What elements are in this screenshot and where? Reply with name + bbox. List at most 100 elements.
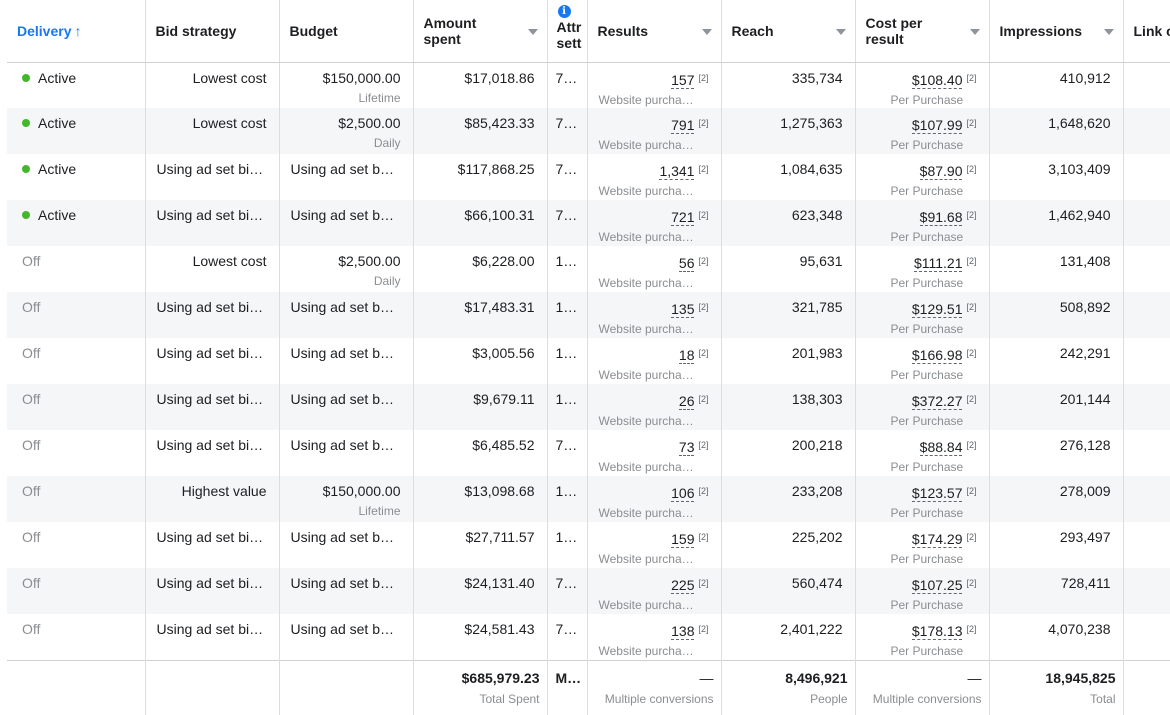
column-header-bid-strategy[interactable]: Bid strategy — [145, 0, 280, 63]
delivery-cell: Active — [7, 108, 146, 154]
table-row[interactable]: Off Using ad set bid… Using ad set bu… $9,6… — [7, 384, 1170, 430]
impressions-cell: 4,070,238 — [989, 614, 1124, 660]
impressions-cell: 1,648,620 — [989, 108, 1124, 154]
table-row[interactable]: Off Highest value $150,000.00 Lifetime $13,0… — [7, 476, 1170, 522]
results-link[interactable]: 106 — [671, 485, 695, 502]
budget-cell: Using ad set bu… — [279, 522, 414, 568]
results-link[interactable]: 721 — [671, 209, 695, 226]
table-row[interactable]: Off Using ad set bid… Using ad set bu… $27,… — [7, 522, 1170, 568]
column-header-attribution-setting[interactable]: i Attr sett — [547, 0, 588, 63]
footnote-mark: [2] — [698, 302, 709, 312]
link-clicks-cell — [1123, 476, 1170, 522]
cost-per-result-type: Per Purchase — [890, 184, 964, 198]
delivery-status: Off — [22, 299, 41, 315]
sort-ascending-icon[interactable]: ↑ — [74, 22, 82, 39]
link-clicks-cell — [1123, 384, 1170, 430]
impressions-cell: 728,411 — [989, 568, 1124, 614]
cost-per-result-link[interactable]: $87.90 — [919, 163, 963, 180]
table-row[interactable]: Active Using ad set bid… Using ad set bu… $… — [7, 154, 1170, 200]
amount-spent-cell: $24,581.43 — [413, 614, 548, 660]
cost-per-result-link[interactable]: $178.13 — [911, 623, 963, 640]
impressions-cell: 242,291 — [989, 338, 1124, 384]
info-icon[interactable]: i — [557, 5, 571, 18]
column-menu-caret-icon[interactable] — [701, 29, 712, 35]
bid-strategy-cell: Using ad set bid… — [145, 522, 280, 568]
cost-per-result-link[interactable]: $111.21 — [913, 255, 963, 272]
table-row[interactable]: Active Using ad set bid… Using ad set bu… $… — [7, 200, 1170, 246]
cost-per-result-link[interactable]: $166.98 — [911, 347, 963, 364]
results-link[interactable]: 135 — [671, 301, 695, 318]
table-row[interactable]: Off Using ad set bid… Using ad set bu… $17,… — [7, 292, 1170, 338]
table-row[interactable]: Off Using ad set bid… Using ad set bu… $3,0… — [7, 338, 1170, 384]
column-menu-caret-icon[interactable] — [835, 29, 846, 35]
delivery-cell: Off — [7, 430, 146, 476]
table-row[interactable]: Active Lowest cost $150,000.00 Lifetime $17,… — [7, 62, 1170, 108]
cost-per-result-link[interactable]: $107.25 — [911, 577, 963, 594]
cost-per-result-link[interactable]: $91.68 — [919, 209, 963, 226]
results-link[interactable]: 225 — [671, 577, 695, 594]
budget-type: Lifetime — [358, 90, 401, 105]
table-row[interactable]: Active Lowest cost $2,500.00 Daily $85,423.3… — [7, 108, 1170, 154]
delivery-cell: Active — [7, 154, 146, 200]
budget-cell: Using ad set bu… — [279, 154, 414, 200]
footnote-mark: [2] — [966, 72, 977, 83]
footnote-mark: [2] — [698, 210, 709, 220]
totals-cost-per-result: — Multiple conversions — [855, 659, 990, 715]
results-cell: 106 [2] Website purcha… — [587, 476, 722, 522]
cost-per-result-link[interactable]: $123.57 — [911, 485, 963, 502]
column-header-link-clicks[interactable]: Link c — [1123, 0, 1170, 63]
column-header-amount-spent[interactable]: Amount spent — [413, 0, 548, 63]
cost-per-result-cell: $107.99 [2] Per Purchase — [855, 108, 990, 154]
cost-per-result-type: Per Purchase — [890, 460, 964, 474]
reach-cell: 335,734 — [721, 62, 856, 108]
table-row[interactable]: Off Lowest cost $2,500.00 Daily $6,228.00 1… 5… — [7, 246, 1170, 292]
table-row[interactable]: Off Using ad set bid… Using ad set bu… $24,… — [7, 568, 1170, 614]
column-menu-caret-icon[interactable] — [969, 29, 980, 35]
column-header-reach[interactable]: Reach — [721, 0, 856, 63]
cost-per-result-cell: $174.29 [2] Per Purchase — [855, 522, 990, 568]
results-link[interactable]: 18 — [678, 347, 695, 364]
cost-per-result-link[interactable]: $129.51 — [911, 301, 963, 318]
cost-per-result-link[interactable]: $174.29 — [911, 531, 963, 548]
column-header-impressions[interactable]: Impressions — [989, 0, 1124, 63]
reach-cell: 623,348 — [721, 200, 856, 246]
attribution-cell: 7… — [547, 200, 588, 246]
bid-strategy-cell: Using ad set bid… — [145, 384, 280, 430]
footnote-mark: [2] — [698, 164, 709, 174]
link-clicks-cell — [1123, 522, 1170, 568]
table-row[interactable]: Off Using ad set bid… Using ad set bu… $6,4… — [7, 430, 1170, 476]
results-link[interactable]: 138 — [671, 623, 695, 640]
results-link[interactable]: 157 — [671, 71, 695, 89]
column-menu-caret-icon[interactable] — [527, 29, 538, 35]
results-link[interactable]: 56 — [678, 255, 695, 272]
cost-per-result-link[interactable]: $88.84 — [919, 439, 963, 456]
column-header-delivery[interactable]: Delivery ↑ — [7, 0, 146, 63]
column-menu-caret-icon[interactable] — [1103, 29, 1114, 35]
cost-per-result-link[interactable]: $107.99 — [911, 117, 963, 134]
reach-cell: 95,631 — [721, 246, 856, 292]
delivery-cell: Off — [7, 384, 146, 430]
link-clicks-cell — [1123, 246, 1170, 292]
results-link[interactable]: 26 — [678, 393, 695, 410]
table-header-row: Delivery ↑ Bid strategy Budget Amount spe… — [7, 0, 1170, 63]
column-header-results[interactable]: Results — [587, 0, 722, 63]
result-type: Website purcha… — [598, 276, 694, 290]
cost-per-result-link[interactable]: $108.40 — [911, 71, 963, 89]
column-header-budget[interactable]: Budget — [279, 0, 414, 63]
footnote-mark: [2] — [966, 578, 977, 588]
delivery-status: Active — [38, 115, 77, 131]
bid-strategy-cell: Using ad set bid… — [145, 614, 280, 660]
results-link[interactable]: 159 — [671, 531, 695, 548]
result-type: Website purcha… — [598, 230, 694, 244]
totals-empty-cell — [145, 659, 280, 715]
cost-per-result-link[interactable]: $372.27 — [911, 393, 963, 410]
cost-per-result-cell: $87.90 [2] Per Purchase — [855, 154, 990, 200]
table-row[interactable]: Off Using ad set bid… Using ad set bu… $24,… — [7, 614, 1170, 660]
results-link[interactable]: 791 — [671, 117, 695, 134]
results-link[interactable]: 1,341 — [659, 163, 695, 180]
attribution-cell: 7… — [547, 62, 588, 108]
amount-spent-cell: $17,018.86 — [413, 62, 548, 108]
column-header-cost-per-result[interactable]: Cost per result — [855, 0, 990, 63]
delivery-cell: Active — [7, 200, 146, 246]
results-link[interactable]: 73 — [678, 439, 695, 456]
